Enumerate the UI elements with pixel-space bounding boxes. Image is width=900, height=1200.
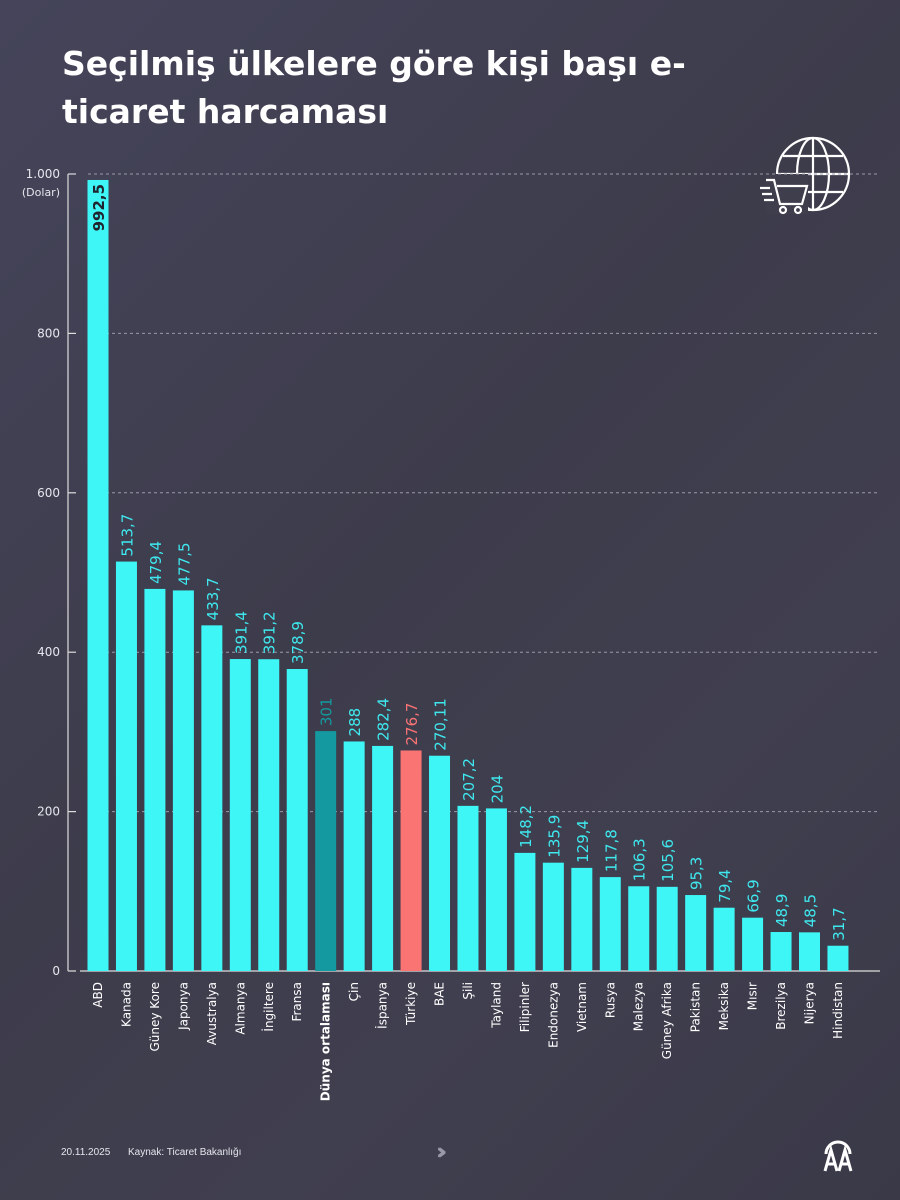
y-axis-label: (Dolar) xyxy=(22,186,60,199)
value-label: 66,9 xyxy=(745,879,763,912)
category-label: Fransa xyxy=(290,982,304,1022)
value-label: 513,7 xyxy=(118,514,136,557)
y-tick-label: 1.000 xyxy=(26,167,60,181)
y-tick-label: 800 xyxy=(37,326,60,340)
value-label: 477,5 xyxy=(175,542,193,585)
value-label: 117,8 xyxy=(602,829,620,872)
value-label: 207,2 xyxy=(460,758,478,801)
value-label: 270,11 xyxy=(432,698,450,751)
bar-25 xyxy=(799,932,820,971)
category-label: Vietnam xyxy=(575,982,589,1032)
y-tick-label: 400 xyxy=(37,645,60,659)
category-label: Nijerya xyxy=(803,982,817,1024)
bar-5 xyxy=(229,659,251,971)
value-label: 479,4 xyxy=(147,541,165,584)
value-label: 992,5 xyxy=(90,184,108,231)
value-label: 301 xyxy=(318,697,336,726)
footer-source: Kaynak: Ticaret Bakanlığı xyxy=(128,1147,242,1158)
category-label: Şili xyxy=(461,982,475,1000)
category-label: Japonya xyxy=(176,982,190,1031)
category-label: Kanada xyxy=(119,982,133,1027)
value-label: 276,7 xyxy=(403,703,421,746)
category-label: Dünya ortalaması xyxy=(319,982,333,1101)
value-label: 391,2 xyxy=(261,611,279,654)
bar-4 xyxy=(201,625,223,971)
category-label: Çin xyxy=(347,982,361,1001)
bar-9 xyxy=(343,741,365,971)
y-tick-label: 200 xyxy=(37,805,60,819)
category-label: Filipinler xyxy=(518,982,532,1032)
category-label: Pakistan xyxy=(689,982,703,1032)
bar-20 xyxy=(656,886,678,971)
category-label: İspanya xyxy=(375,982,390,1029)
bar-15 xyxy=(514,852,536,971)
category-label: Brezilya xyxy=(774,982,788,1030)
bar-16 xyxy=(542,862,564,971)
value-label: 129,4 xyxy=(574,820,592,863)
value-label: 105,6 xyxy=(659,839,677,882)
category-label: Endonezya xyxy=(546,982,560,1048)
bar-0 xyxy=(87,179,109,972)
chevrons-right-icon: ››› xyxy=(436,1140,448,1165)
value-label: 391,4 xyxy=(232,611,250,654)
bar-22 xyxy=(713,907,735,971)
globe-shopping-cart-icon xyxy=(760,136,851,215)
y-tick-label: 600 xyxy=(37,486,60,500)
value-label: 433,7 xyxy=(204,577,222,620)
bar-10 xyxy=(372,745,394,971)
value-label: 79,4 xyxy=(716,869,734,902)
bar-1 xyxy=(115,561,137,971)
category-label: Mısır xyxy=(746,982,760,1010)
category-label: Türkiye xyxy=(404,982,418,1026)
category-label: Rusya xyxy=(603,982,617,1018)
category-label: Meksika xyxy=(717,982,731,1030)
category-label: Avustralya xyxy=(205,982,219,1045)
value-label: 288 xyxy=(346,708,364,737)
value-label: 378,9 xyxy=(289,621,307,664)
value-label: 106,3 xyxy=(631,838,649,881)
aa-logo xyxy=(823,1140,853,1172)
value-label: 31,7 xyxy=(830,907,848,940)
bar-chart: 0 200 400 600 800 1.000 (Dolar) 992,5 ABD 513,7 Ka… xyxy=(22,167,880,1101)
bar-18 xyxy=(599,877,621,971)
category-label: Hindistan xyxy=(831,982,845,1039)
value-label: 148,2 xyxy=(517,805,535,848)
category-label: ABD xyxy=(91,982,105,1008)
bar-6 xyxy=(258,659,280,971)
bar-17 xyxy=(571,867,593,971)
bar-26 xyxy=(827,945,849,971)
category-label: Güney Kore xyxy=(148,982,162,1051)
category-label: BAE xyxy=(433,982,447,1006)
bar-23 xyxy=(742,917,764,971)
value-label: 135,9 xyxy=(545,815,563,858)
bar-19 xyxy=(628,886,650,971)
bar-14 xyxy=(485,808,507,971)
value-label: 48,9 xyxy=(773,894,791,927)
value-label: 204 xyxy=(488,775,506,804)
category-label: Güney Afrika xyxy=(660,982,674,1059)
y-tick-label: 0 xyxy=(52,964,60,978)
bar-7 xyxy=(286,669,308,971)
bar-11 xyxy=(400,750,422,971)
bar-8 xyxy=(315,731,337,971)
bar-13 xyxy=(457,805,479,971)
page-title: Seçilmiş ülkelere göre kişi başı e-ticar… xyxy=(62,44,686,131)
bar-24 xyxy=(770,932,792,971)
bar-21 xyxy=(685,895,707,971)
bar-12 xyxy=(429,755,451,971)
category-label: İngiltere xyxy=(261,982,276,1032)
category-label: Malezya xyxy=(632,982,646,1031)
value-label: 95,3 xyxy=(688,857,706,890)
value-label: 282,4 xyxy=(375,698,393,741)
bar-2 xyxy=(144,588,166,971)
category-label: Tayland xyxy=(489,982,503,1029)
value-label: 48,5 xyxy=(802,894,820,927)
category-label: Almanya xyxy=(233,982,247,1035)
bar-3 xyxy=(172,590,194,971)
footer-date: 20.11.2025 xyxy=(61,1147,111,1158)
